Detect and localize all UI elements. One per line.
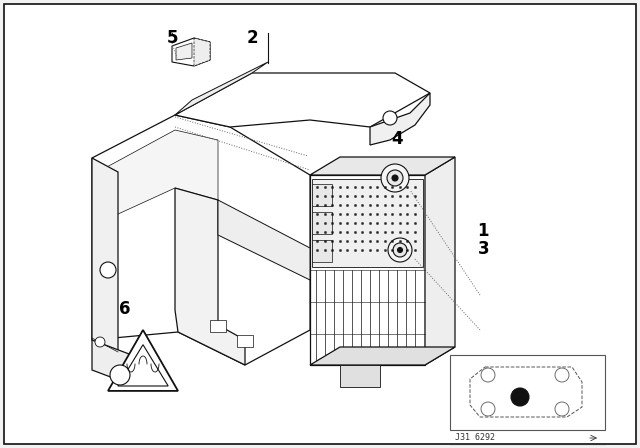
Polygon shape — [470, 367, 582, 417]
Polygon shape — [176, 43, 192, 60]
Circle shape — [387, 170, 403, 186]
Circle shape — [383, 111, 397, 125]
Text: 4: 4 — [391, 130, 403, 148]
Circle shape — [392, 175, 398, 181]
Polygon shape — [312, 179, 423, 267]
Polygon shape — [310, 175, 425, 365]
Polygon shape — [312, 184, 332, 206]
Text: 5: 5 — [167, 29, 179, 47]
Polygon shape — [175, 73, 430, 127]
Circle shape — [393, 243, 407, 257]
Polygon shape — [218, 200, 310, 280]
Polygon shape — [92, 158, 118, 355]
Polygon shape — [175, 62, 268, 115]
Polygon shape — [310, 157, 455, 175]
Polygon shape — [340, 365, 380, 387]
Polygon shape — [172, 38, 210, 66]
Circle shape — [388, 238, 412, 262]
Circle shape — [555, 402, 569, 416]
Circle shape — [397, 247, 403, 253]
Circle shape — [110, 365, 130, 385]
Polygon shape — [312, 212, 332, 234]
Polygon shape — [118, 345, 168, 386]
Text: 1: 1 — [477, 222, 489, 240]
Polygon shape — [312, 240, 332, 262]
Text: 2: 2 — [247, 29, 259, 47]
Circle shape — [481, 402, 495, 416]
Polygon shape — [450, 355, 605, 430]
Text: J31 6292: J31 6292 — [455, 433, 495, 442]
Polygon shape — [210, 320, 226, 332]
Polygon shape — [194, 38, 210, 66]
Polygon shape — [370, 93, 430, 145]
Circle shape — [511, 388, 529, 406]
Polygon shape — [237, 335, 253, 347]
Polygon shape — [425, 157, 455, 365]
Circle shape — [100, 262, 116, 278]
Text: 3: 3 — [477, 240, 489, 258]
Polygon shape — [92, 115, 310, 365]
Polygon shape — [92, 340, 145, 390]
Polygon shape — [175, 188, 245, 365]
Circle shape — [95, 337, 105, 347]
Polygon shape — [310, 347, 455, 365]
Text: 6: 6 — [119, 300, 131, 318]
Polygon shape — [105, 130, 218, 220]
Circle shape — [381, 164, 409, 192]
Circle shape — [555, 368, 569, 382]
Polygon shape — [108, 330, 178, 391]
Circle shape — [481, 368, 495, 382]
